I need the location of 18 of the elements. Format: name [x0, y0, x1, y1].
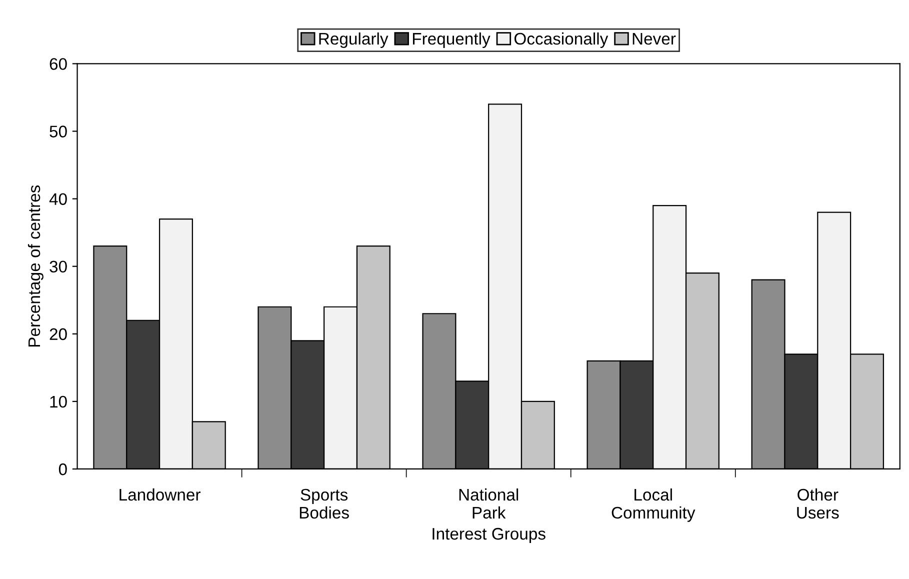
- y-tick-label: 60: [50, 58, 67, 70]
- y-tick-label: 20: [50, 328, 67, 340]
- x-tick-label: National Park: [459, 488, 518, 519]
- x-tick-label: Landowner: [120, 488, 200, 501]
- y-tick-label: 10: [50, 396, 67, 408]
- legend-label: Occasionally: [514, 32, 608, 48]
- y-axis-title: Percentage of centres: [28, 185, 44, 346]
- y-tick-label: 30: [50, 260, 67, 273]
- x-tick-label: Other Users: [797, 488, 839, 519]
- y-tick-label: 0: [58, 463, 67, 476]
- x-tick-label: Local Community: [612, 488, 696, 522]
- x-tick-label: Sports Bodies: [300, 488, 349, 519]
- legend-label: Frequently: [412, 32, 490, 48]
- legend-label: Regularly: [319, 32, 388, 48]
- y-tick-label: 40: [49, 193, 67, 205]
- y-tick-label: 50: [50, 126, 67, 138]
- x-axis-title: Interest Groups: [432, 528, 546, 544]
- legend-label: Never: [632, 33, 676, 45]
